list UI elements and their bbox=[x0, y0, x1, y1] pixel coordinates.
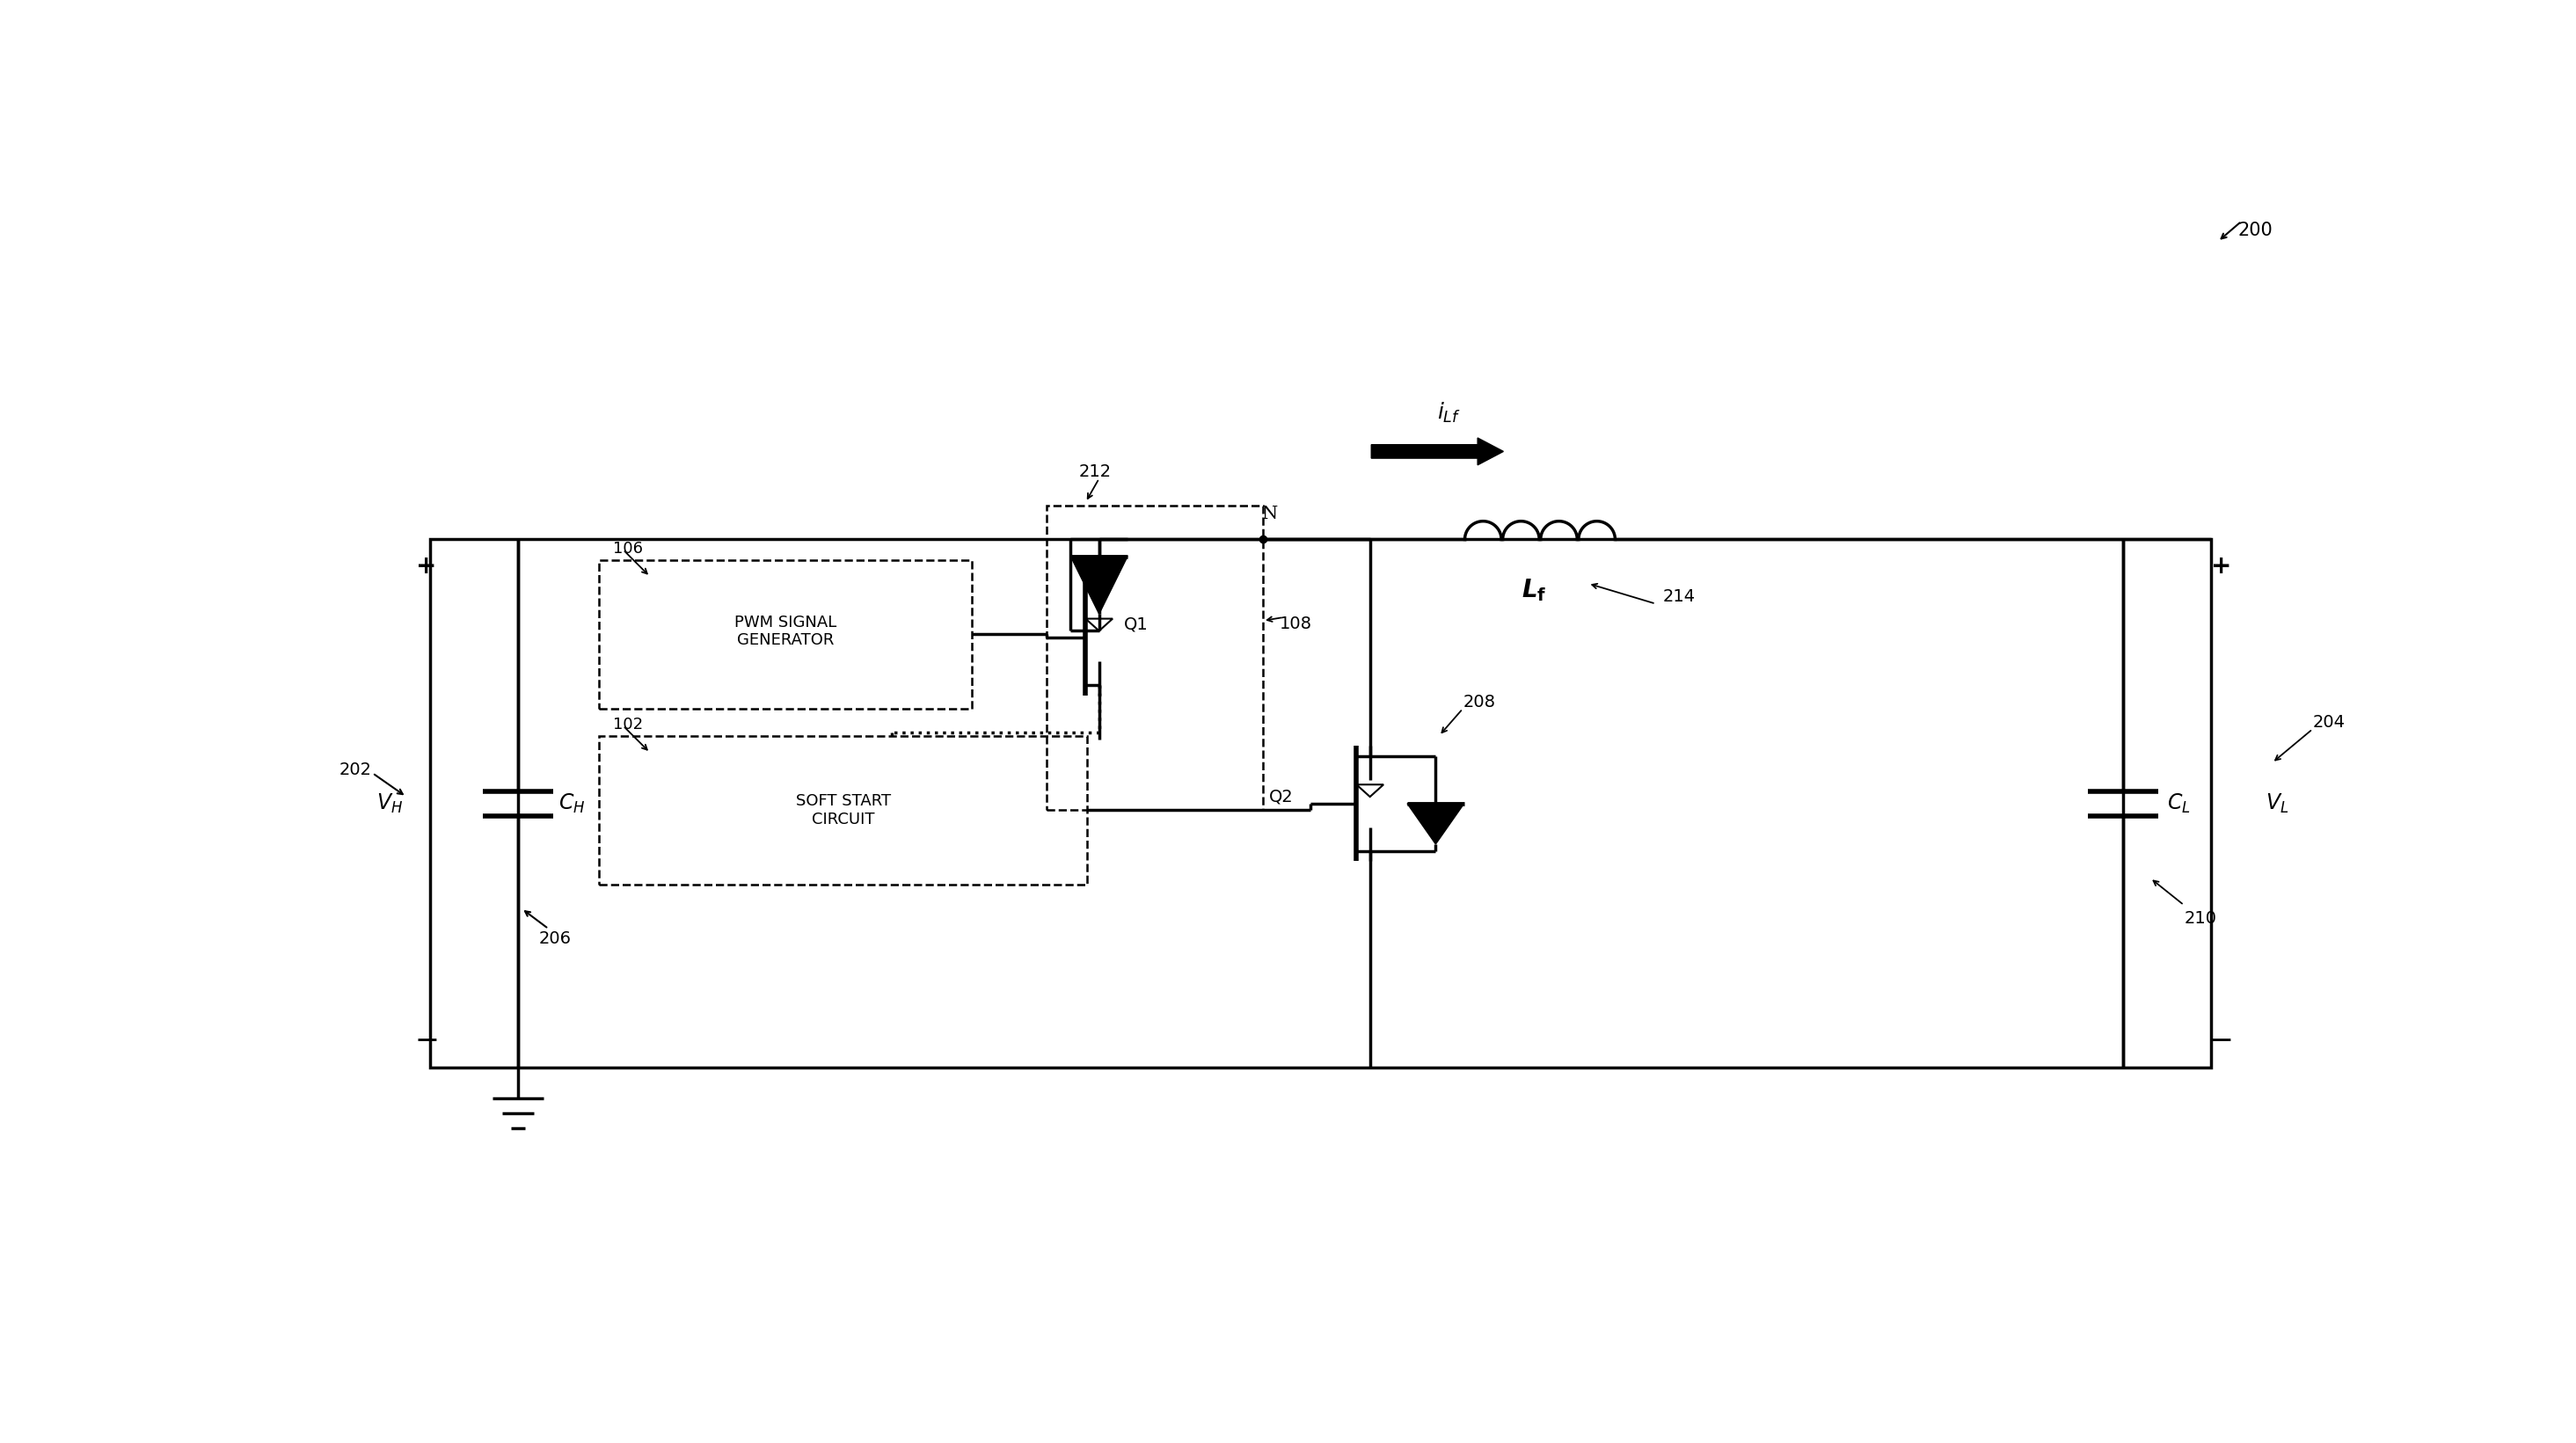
FancyArrow shape bbox=[1370, 437, 1504, 465]
Text: 206: 206 bbox=[538, 931, 572, 947]
Text: −: − bbox=[2208, 1026, 2233, 1055]
Text: N: N bbox=[1262, 506, 1278, 522]
Text: 214: 214 bbox=[1662, 589, 1695, 606]
Text: 208: 208 bbox=[1463, 694, 1494, 710]
Bar bbox=[1046, 505, 1262, 811]
Text: 108: 108 bbox=[1280, 616, 1311, 632]
Text: +: + bbox=[417, 554, 438, 579]
Text: $V_H$: $V_H$ bbox=[376, 792, 402, 815]
Bar bbox=[600, 560, 971, 709]
Text: $V_L$: $V_L$ bbox=[2264, 792, 2287, 815]
Polygon shape bbox=[1072, 557, 1128, 613]
Text: Q1: Q1 bbox=[1123, 616, 1149, 632]
Text: $C_H$: $C_H$ bbox=[559, 792, 585, 815]
Text: 202: 202 bbox=[340, 762, 371, 778]
Text: $\boldsymbol{L}_\mathbf{f}$: $\boldsymbol{L}_\mathbf{f}$ bbox=[1522, 577, 1546, 603]
Text: 204: 204 bbox=[2313, 714, 2344, 730]
Bar bbox=[430, 540, 2210, 1068]
Text: $\it{i}_{Lf}$: $\it{i}_{Lf}$ bbox=[1437, 401, 1461, 424]
Text: SOFT START
CIRCUIT: SOFT START CIRCUIT bbox=[796, 794, 891, 827]
Text: 210: 210 bbox=[2184, 911, 2215, 926]
Text: −: − bbox=[415, 1026, 438, 1055]
Text: 102: 102 bbox=[613, 717, 644, 733]
Text: 106: 106 bbox=[613, 541, 644, 557]
Text: Q2: Q2 bbox=[1270, 788, 1293, 805]
Polygon shape bbox=[1406, 804, 1463, 844]
Text: +: + bbox=[2210, 554, 2231, 579]
Text: 212: 212 bbox=[1079, 463, 1110, 481]
Bar bbox=[600, 736, 1087, 885]
Text: PWM SIGNAL
GENERATOR: PWM SIGNAL GENERATOR bbox=[734, 615, 837, 648]
Text: 200: 200 bbox=[2239, 221, 2272, 240]
Text: $C_L$: $C_L$ bbox=[2166, 792, 2190, 815]
